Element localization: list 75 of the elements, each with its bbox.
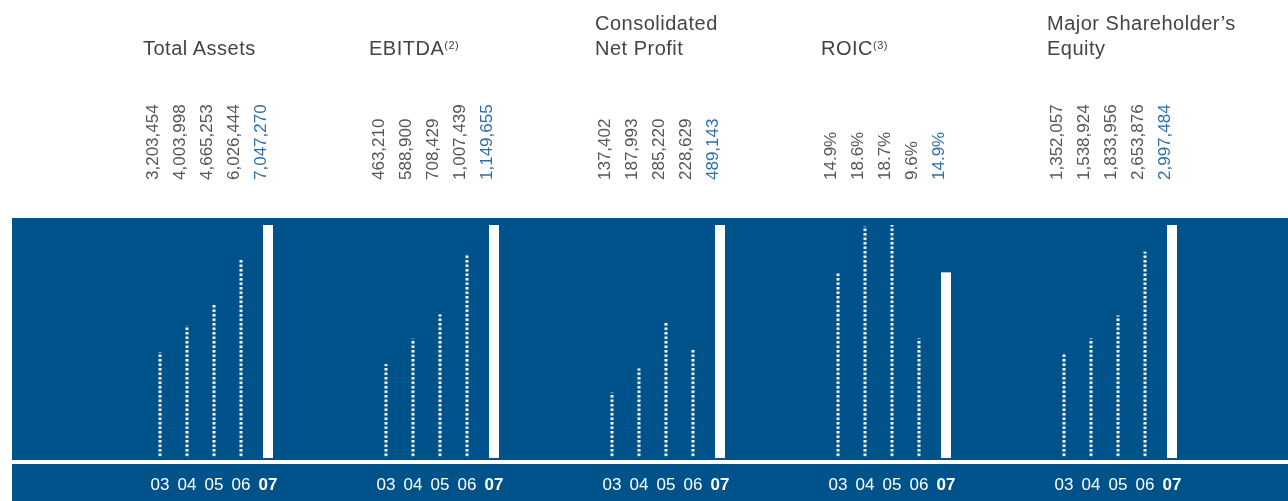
- data-label: 1,352,057: [1047, 104, 1067, 180]
- x-tick-label: 06: [909, 475, 929, 494]
- data-label: 708,429: [423, 118, 443, 180]
- bar: [610, 392, 614, 458]
- data-label: 18.6%: [848, 131, 868, 180]
- x-tick-label: 05: [430, 475, 450, 494]
- data-label: 3,203,454: [143, 104, 163, 180]
- bar: [890, 225, 894, 458]
- data-label: 4,665,253: [197, 104, 217, 180]
- x-tick-label: 03: [602, 475, 622, 494]
- data-label: 228,629: [676, 118, 696, 180]
- data-label: 4,003,998: [170, 104, 190, 180]
- x-tick-label: 05: [1108, 475, 1128, 494]
- x-tick-label: 06: [683, 475, 703, 494]
- bar: [438, 314, 442, 458]
- bar: [637, 368, 641, 458]
- x-tick-label: 05: [656, 475, 676, 494]
- data-label: 2,997,484: [1155, 104, 1175, 180]
- x-tick-label: 07: [484, 475, 504, 494]
- bar: [465, 253, 469, 458]
- bar: [1143, 251, 1147, 458]
- data-label: 14.9%: [929, 131, 949, 180]
- bar: [185, 325, 189, 458]
- x-tick-label: 03: [828, 475, 848, 494]
- bar: [691, 349, 695, 458]
- data-label: 1,149,655: [477, 104, 497, 180]
- x-tick-label: 04: [177, 475, 197, 494]
- data-label: 137,402: [595, 118, 615, 180]
- data-label: 588,900: [396, 118, 416, 180]
- data-label: 1,538,924: [1074, 104, 1094, 180]
- x-tick-label: 07: [258, 475, 278, 494]
- data-label: 1,007,439: [450, 104, 470, 180]
- x-tick-label: 05: [882, 475, 902, 494]
- data-label: 2,653,876: [1128, 104, 1148, 180]
- chart-title: Major Shareholder’s Equity: [1047, 12, 1236, 59]
- bar: [158, 352, 162, 458]
- bar: [1089, 338, 1093, 458]
- x-tick-label: 03: [150, 475, 170, 494]
- x-tick-label: 07: [1162, 475, 1182, 494]
- bar: [664, 322, 668, 458]
- x-tick-label: 06: [231, 475, 251, 494]
- x-tick-label: 05: [204, 475, 224, 494]
- x-tick-label: 04: [403, 475, 423, 494]
- x-tick-label: 04: [1081, 475, 1101, 494]
- chart-title: ROIC$^{(3)}$: [821, 37, 888, 59]
- chart-title: EBITDA$^{(2)}$: [369, 37, 460, 59]
- bar: [863, 226, 867, 458]
- data-label: 1,833,956: [1101, 104, 1121, 180]
- x-tick-label: 04: [629, 475, 649, 494]
- chart-title: Consolidated Net Profit: [595, 12, 718, 59]
- data-label: 463,210: [369, 118, 389, 180]
- bar: [384, 364, 388, 458]
- bar: [836, 272, 840, 458]
- bar: [1062, 352, 1066, 458]
- data-label: 14.9%: [821, 131, 841, 180]
- chart-title: Total Assets: [143, 37, 256, 59]
- bar: [1116, 315, 1120, 458]
- bar: [917, 338, 921, 458]
- data-label: 9.6%: [902, 141, 922, 180]
- x-tick-label: 07: [936, 475, 956, 494]
- x-tick-label: 07: [710, 475, 730, 494]
- bar: [411, 338, 415, 458]
- data-label: 6,026,444: [224, 104, 244, 180]
- data-label: 18.7%: [875, 131, 895, 180]
- data-label: 7,047,270: [251, 104, 271, 180]
- x-tick-label: 03: [1054, 475, 1074, 494]
- bar: [239, 258, 243, 458]
- x-tick-label: 06: [457, 475, 477, 494]
- data-label: 187,993: [622, 118, 642, 180]
- data-label: 285,220: [649, 118, 669, 180]
- bar: [212, 303, 216, 458]
- x-tick-label: 03: [376, 475, 396, 494]
- x-tick-label: 06: [1135, 475, 1155, 494]
- data-label: 489,143: [703, 118, 723, 180]
- x-tick-label: 04: [855, 475, 875, 494]
